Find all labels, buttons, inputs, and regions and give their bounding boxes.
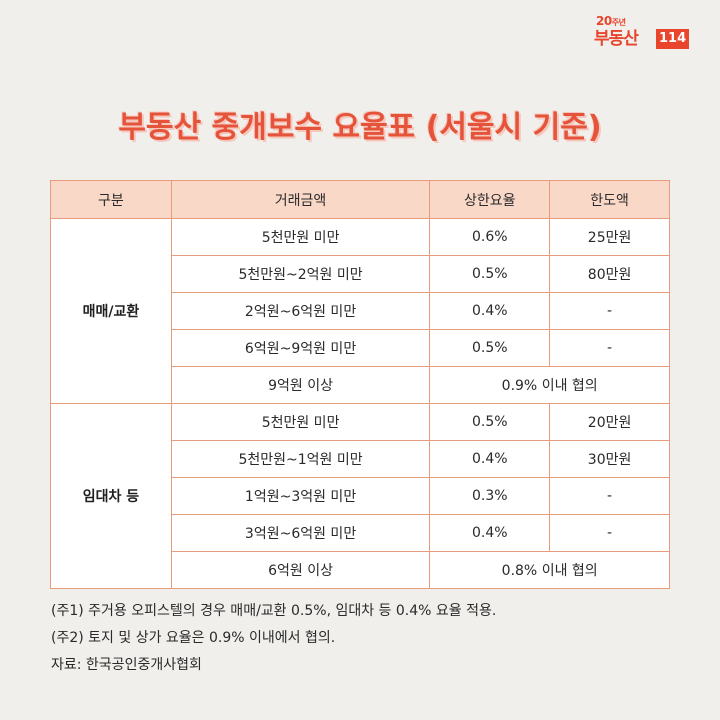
merged-rate-cell: 0.8% 이내 협의 — [429, 551, 670, 589]
table-row: 6억원 이상 0.8% 이내 협의 — [51, 551, 670, 589]
amount-cell: 2억원~6억원 미만 — [170, 292, 431, 330]
table-row: 2억원~6억원 미만 0.4% - — [51, 292, 670, 330]
header-limit: 한도액 — [549, 180, 670, 219]
group-label: 임대차 등 — [50, 403, 172, 589]
limit-cell: - — [549, 514, 670, 552]
amount-cell: 5천만원 미만 — [170, 218, 431, 256]
header-amount: 거래금액 — [170, 180, 431, 219]
amount-cell: 5천만원 미만 — [170, 403, 431, 441]
limit-cell: 20만원 — [549, 403, 670, 441]
table-row: 5천만원~1억원 미만 0.4% 30만원 — [51, 440, 670, 478]
amount-cell: 5천만원~2억원 미만 — [170, 255, 431, 293]
rate-cell: 0.5% — [429, 403, 551, 441]
table-row: 매매/교환 5천만원 미만 0.6% 25만원 — [50, 218, 670, 404]
rate-cell: 0.4% — [429, 292, 551, 330]
group-label: 매매/교환 — [50, 218, 172, 404]
rate-cell: 0.6% — [429, 218, 551, 256]
limit-cell: - — [549, 477, 670, 515]
rate-cell: 0.5% — [429, 255, 551, 293]
table-row: 6억원~9억원 미만 0.5% - — [51, 329, 670, 367]
table-row: 임대차 등 5천만원 미만 0.5% 20만원 — [50, 403, 670, 589]
amount-cell: 1억원~3억원 미만 — [170, 477, 431, 515]
table-header-row: 구분 거래금액 상한요율 한도액 — [50, 180, 670, 219]
fee-table: 구분 거래금액 상한요율 한도액 매매/교환 5천만원 미만 0.6% 25만원… — [50, 180, 670, 589]
brand-number: 114 — [656, 29, 690, 49]
header-rate: 상한요율 — [429, 180, 551, 219]
brand-name: 부동산 — [594, 29, 639, 49]
rate-cell: 0.4% — [429, 514, 551, 552]
limit-cell: 30만원 — [549, 440, 670, 478]
rate-cell: 0.3% — [429, 477, 551, 515]
amount-cell: 3억원~6억원 미만 — [170, 514, 431, 552]
limit-cell: 80만원 — [549, 255, 670, 293]
rate-cell: 0.4% — [429, 440, 551, 478]
amount-cell: 6억원 이상 — [170, 551, 431, 589]
footnote-1: (주1) 주거용 오피스텔의 경우 매매/교환 0.5%, 임대차 등 0.4%… — [51, 603, 497, 619]
header-category: 구분 — [50, 180, 172, 219]
amount-cell: 5천만원~1억원 미만 — [170, 440, 431, 478]
rate-cell: 0.5% — [429, 329, 551, 367]
amount-cell: 6억원~9억원 미만 — [170, 329, 431, 367]
amount-cell: 9억원 이상 — [170, 366, 431, 404]
table-row: 3억원~6억원 미만 0.4% - — [51, 514, 670, 552]
source-note: 자료: 한국공인중개사협회 — [51, 657, 202, 673]
footnotes: (주1) 주거용 오피스텔의 경우 매매/교환 0.5%, 임대차 등 0.4%… — [51, 598, 496, 679]
table-row: 5천만원~2억원 미만 0.5% 80만원 — [51, 255, 670, 293]
limit-cell: 25만원 — [549, 218, 670, 256]
limit-cell: - — [549, 292, 670, 330]
page-title: 부동산 중개보수 요율표 (서울시 기준) — [118, 110, 602, 145]
limit-cell: - — [549, 329, 670, 367]
merged-rate-cell: 0.9% 이내 협의 — [429, 366, 670, 404]
footnote-2: (주2) 토지 및 상가 요율은 0.9% 이내에서 협의. — [51, 630, 336, 646]
brand-logo: 20주년 부동산 114 — [594, 14, 690, 54]
anniversary-mark: 20주년 — [596, 14, 626, 28]
